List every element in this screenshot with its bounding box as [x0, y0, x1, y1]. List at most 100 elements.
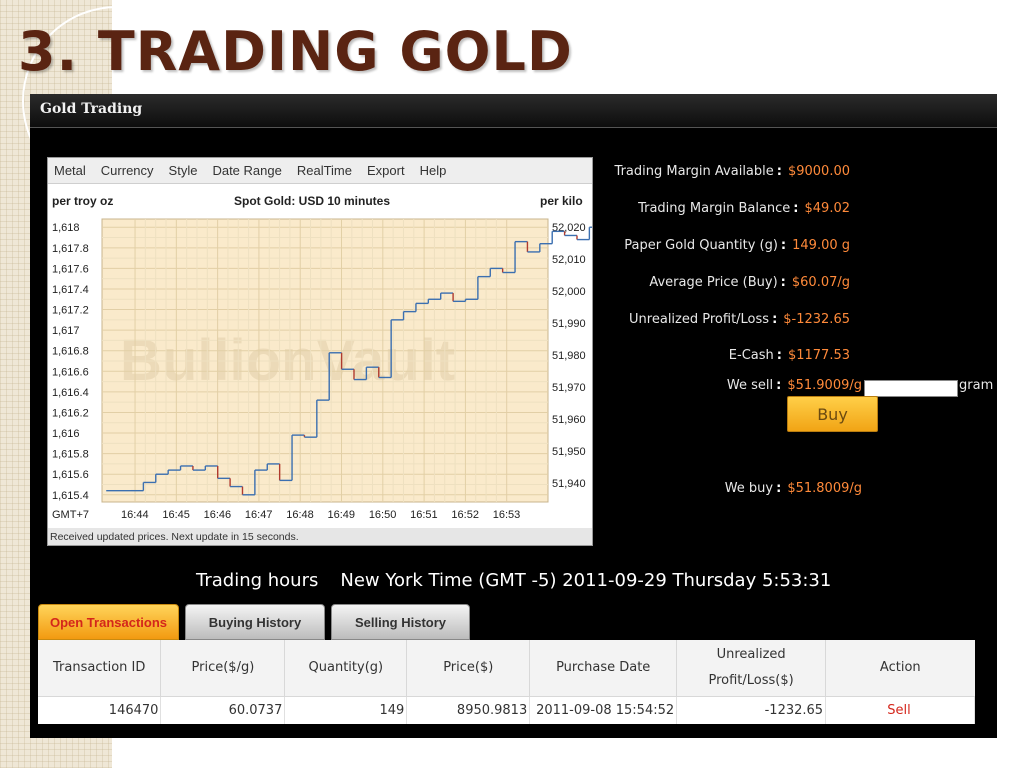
menu-help[interactable]: Help — [419, 163, 447, 178]
y-tick-left: 1,615.8 — [52, 449, 89, 461]
cell-purchase-date: 2011-09-08 15:54:52 — [529, 696, 678, 724]
table-row: 146470 60.0737 149 8950.9813 2011-09-08 … — [38, 696, 975, 724]
menu-date-range[interactable]: Date Range — [212, 163, 282, 178]
x-tick: 16:47 — [245, 509, 273, 521]
menu-currency[interactable]: Currency — [100, 163, 154, 178]
trading-hours-label: Trading hours — [196, 570, 319, 591]
y-tick-right: 51,970 — [552, 382, 586, 394]
y-tick-left: 1,617.2 — [52, 305, 89, 317]
y-tick-left: 1,616.8 — [52, 346, 89, 358]
y-tick-left: 1,616.6 — [52, 366, 89, 378]
menu-metal[interactable]: Metal — [54, 163, 86, 178]
app-header: Gold Trading — [30, 94, 997, 128]
info-label: Trading Margin Balance — [638, 200, 791, 216]
column-header: Purchase Date — [529, 640, 678, 697]
info-separator: : — [772, 311, 778, 327]
cell-transaction-id: 146470 — [38, 696, 162, 724]
y-tick-left: 1,618 — [52, 222, 80, 234]
info-row-we-sell: We sell : $51.9009/g — [600, 375, 862, 395]
slide-title: 3. TRADING GOLD — [18, 20, 573, 83]
tab-selling-history[interactable]: Selling History — [331, 604, 470, 640]
info-value: $51.8009/g — [787, 480, 862, 496]
info-separator: : — [776, 347, 782, 363]
x-tick: 16:51 — [410, 509, 438, 521]
x-tick: 16:44 — [121, 509, 149, 521]
column-header: Price($/g) — [160, 640, 286, 697]
y-tick-left: 1,617.8 — [52, 243, 89, 255]
column-header: Price($) — [406, 640, 531, 697]
info-value: $1177.53 — [787, 347, 850, 363]
info-value: $60.07/g — [791, 274, 850, 290]
column-header-line: Unrealized — [716, 646, 786, 662]
info-value: 149.00 g — [792, 237, 850, 253]
info-label: We sell — [726, 377, 774, 393]
info-separator: : — [780, 237, 787, 253]
buy-button[interactable]: Buy — [787, 396, 878, 432]
y-tick-right: 51,990 — [552, 318, 586, 330]
chart-menu-bar: Metal Currency Style Date Range RealTime… — [48, 158, 592, 184]
info-label: We buy — [724, 480, 774, 496]
info-separator: : — [776, 480, 782, 496]
y-tick-right: 52,000 — [552, 286, 586, 298]
sell-link[interactable]: Sell — [887, 702, 911, 718]
cell-price: 8950.9813 — [406, 696, 531, 724]
chart-panel: Metal Currency Style Date Range RealTime… — [47, 157, 593, 546]
info-row-margin-available: Trading Margin Available : $9000.00 — [600, 161, 850, 181]
info-label: Unrealized Profit/Loss — [629, 311, 770, 327]
x-tick: 16:50 — [369, 509, 397, 521]
gram-quantity-input[interactable] — [864, 380, 958, 397]
gold-trading-app: Gold Trading Metal Currency Style Date R… — [30, 94, 997, 738]
info-separator: : — [793, 200, 799, 216]
info-value: $51.9009/g — [787, 377, 862, 393]
y-tick-right: 51,950 — [552, 446, 586, 458]
info-separator: : — [776, 377, 782, 393]
info-value: $49.02 — [804, 200, 851, 216]
column-header: Transaction ID — [38, 640, 162, 697]
y-tick-right: 51,960 — [552, 414, 586, 426]
y-tick-right: 51,940 — [552, 478, 586, 490]
y-tick-right: 52,020 — [552, 222, 586, 234]
info-label: Trading Margin Available — [614, 163, 774, 179]
column-header: Action — [825, 640, 975, 697]
y-tick-left: 1,616 — [52, 428, 80, 440]
y-tick-right: 51,980 — [552, 350, 586, 362]
gram-unit-label: gram — [959, 378, 994, 393]
menu-style[interactable]: Style — [168, 163, 198, 178]
info-separator: : — [776, 163, 782, 179]
gold-price-chart: BullionVault 1,618 1,617.8 1,617.6 1,617.4 1,… — [48, 194, 592, 545]
info-row-paper-gold-quantity: Paper Gold Quantity (g) : 149.00 g — [600, 235, 850, 255]
info-row-unrealized-pl: Unrealized Profit/Loss : $-1232.65 — [600, 309, 850, 329]
info-label: Average Price (Buy) — [649, 274, 778, 290]
cell-price-per-gram: 60.0737 — [160, 696, 286, 724]
column-header-unrealized-pl: Unrealized Profit/Loss($) — [676, 640, 827, 697]
y-tick-right: 52,010 — [552, 254, 586, 266]
chart-title: Spot Gold: USD 10 minutes — [234, 194, 390, 208]
menu-export[interactable]: Export — [367, 163, 405, 178]
info-value: $9000.00 — [787, 163, 850, 179]
info-separator: : — [780, 274, 786, 290]
tab-open-transactions[interactable]: Open Transactions — [38, 604, 179, 640]
y-tick-left: 1,616.2 — [52, 407, 89, 419]
left-unit-label: per troy oz — [52, 194, 113, 208]
y-tick-left: 1,616.4 — [52, 387, 89, 399]
y-tick-left: 1,617.4 — [52, 284, 89, 296]
tab-buying-history[interactable]: Buying History — [185, 604, 325, 640]
info-value: $-1232.65 — [783, 311, 850, 327]
column-header: Quantity(g) — [284, 640, 408, 697]
info-label: Paper Gold Quantity (g) — [624, 237, 778, 253]
table-header-row: Transaction ID Price($/g) Quantity(g) Pr… — [38, 640, 975, 697]
menu-realtime[interactable]: RealTime — [296, 163, 352, 178]
x-tick: 16:45 — [162, 509, 190, 521]
x-tick: 16:53 — [493, 509, 521, 521]
y-tick-left: 1,617 — [52, 325, 80, 337]
cell-unrealized-pl: -1232.65 — [676, 696, 827, 724]
chart-status-bar — [48, 528, 592, 545]
info-row-ecash: E-Cash : $1177.53 — [600, 345, 850, 365]
y-tick-left: 1,617.6 — [52, 263, 89, 275]
cell-action: Sell — [825, 696, 975, 724]
y-tick-left: 1,615.4 — [52, 490, 89, 502]
y-tick-left: 1,615.6 — [52, 469, 89, 481]
x-tick: 16:49 — [328, 509, 356, 521]
cell-quantity: 149 — [284, 696, 408, 724]
trading-hours-clock: New York Time (GMT -5) 2011-09-29 Thursd… — [340, 570, 832, 591]
